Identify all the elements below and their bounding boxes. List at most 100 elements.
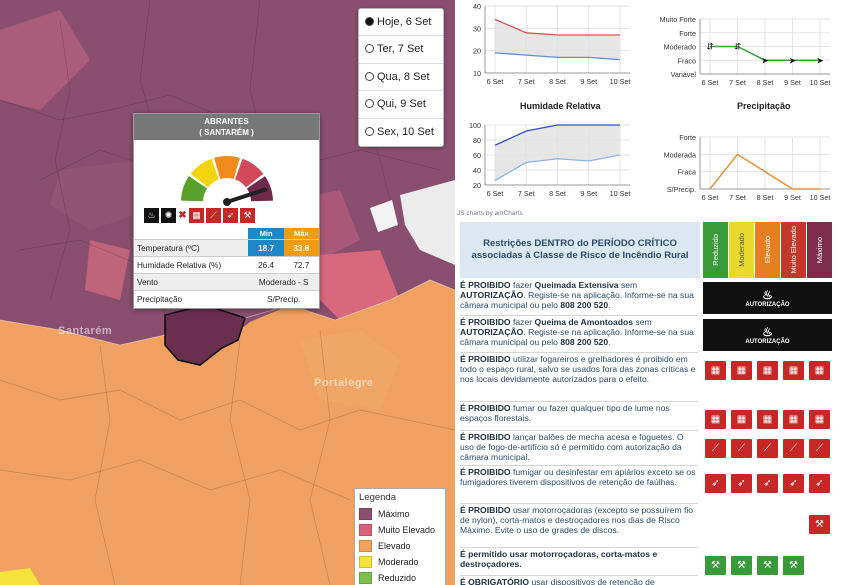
restriction-text-part: É PROIBIDO: [460, 354, 511, 364]
date-option-today[interactable]: Hoje, 6 Set: [359, 9, 443, 37]
y-tick-label: 30: [473, 24, 481, 33]
restriction-text-part: É PROIBIDO: [460, 280, 511, 290]
row-divider: [460, 401, 698, 402]
prohibited-icon: ▦: [809, 410, 830, 429]
temperature-range-area: [495, 19, 620, 60]
risk-level-label: Reduzido: [711, 234, 720, 266]
prohibited-icon: ➶: [809, 474, 830, 493]
date-selector[interactable]: Hoje, 6 Set Ter, 7 Set Qua, 8 Set Qui, 9…: [358, 8, 444, 147]
x-tick-label: 10 Set: [810, 193, 831, 202]
y-tick-label: 80: [473, 136, 481, 145]
risk-level-header: Máximo: [807, 222, 832, 278]
row-divider: [460, 315, 698, 316]
prohibited-icon: ▦: [731, 361, 752, 380]
map-legend: Legenda Máximo Muito Elevado Elevado Modera…: [354, 488, 446, 585]
humidity-range-area: [495, 125, 620, 181]
wind-value: Moderado - S: [248, 273, 319, 291]
humidity-max-line: [494, 124, 620, 146]
gauge-graphic: [181, 156, 273, 206]
y-tick-label: 40: [473, 2, 481, 11]
precip-label: Precipitação: [134, 290, 249, 308]
restriction-text-part: usar dispositivos de retenção de: [529, 577, 655, 585]
wind-arrow-icon: ⇵: [706, 42, 714, 52]
fire-icon: ♨: [762, 324, 773, 339]
prohibited-icon: ▦: [783, 361, 804, 380]
legend-swatch: [359, 572, 372, 584]
restriction-text-part: .: [608, 300, 611, 311]
temperature-min-line: [494, 52, 621, 61]
authorization-label: AUTORIZAÇÃO: [745, 338, 790, 345]
fire-icon: ♨: [144, 208, 159, 223]
cigarette-icon: ⟋: [206, 208, 221, 223]
radio-icon[interactable]: [365, 71, 374, 81]
date-option-tue[interactable]: Ter, 7 Set: [359, 36, 443, 64]
y-tick-label: 40: [473, 166, 481, 175]
prohibited-icon: ➶: [757, 474, 778, 493]
row-divider: [460, 547, 698, 548]
x-tick-label: 9 Set: [784, 78, 801, 87]
legend-label: Máximo: [378, 509, 410, 519]
restriction-text-part: . Registe-se na aplicação. Informe-se na…: [460, 290, 694, 311]
map-label-portalegre: Portalegre: [314, 377, 374, 389]
restriction-text-part: É PROIBIDO: [460, 432, 511, 442]
row-divider: [460, 575, 698, 576]
date-option-wed[interactable]: Qua, 8 Set: [359, 64, 443, 92]
risk-level-header: Moderado: [729, 222, 754, 278]
restriction-row: É PROIBIDO fumar ou fazer qualquer tipo …: [460, 403, 832, 431]
radio-icon[interactable]: [365, 99, 374, 109]
humidity-chart-title: Humidade Relativa: [520, 101, 601, 111]
risk-map[interactable]: Santarém Portalegre Hoje, 6 Set Ter, 7 S…: [0, 0, 455, 585]
risk-level-label: Muito Elevado: [789, 226, 798, 274]
fire-icon: ♨: [762, 287, 773, 302]
legend-item: Máximo: [359, 506, 441, 522]
restriction-text-part: lançar balões de mecha acesa e foguetes.…: [460, 432, 684, 463]
risk-level-label: Máximo: [815, 236, 824, 264]
legend-item: Moderado: [359, 554, 441, 570]
y-tick-label: 20: [473, 47, 481, 56]
x-tick-label: 10 Set: [810, 78, 831, 87]
radio-selected-icon[interactable]: [365, 17, 374, 26]
x-tick-label: 8 Set: [757, 193, 774, 202]
restriction-text-part: É PROIBIDO: [460, 505, 511, 515]
precip-chart-title: Precipitação: [737, 101, 791, 111]
legend-items: Máximo Muito Elevado Elevado Moderado Reduzi…: [359, 506, 441, 585]
tool-icon: ⚒: [240, 208, 255, 223]
col-max: Máx: [283, 228, 319, 240]
restriction-text-part: utilizar fogareiros e grelhadores é proi…: [460, 354, 696, 385]
risk-level-header: Muito Elevado: [781, 222, 806, 278]
restriction-text: É PROIBIDO fumar ou fazer qualquer tipo …: [460, 403, 698, 423]
x-tick-label: 10 Set: [610, 77, 631, 86]
y-tick-label: 60: [473, 151, 481, 160]
restriction-text-part: É permitido usar motorroçadoras, corta-m…: [460, 549, 658, 570]
gauge-segment: [181, 176, 208, 202]
date-option-thu[interactable]: Qui, 9 Set: [359, 91, 443, 119]
legend-swatch: [359, 524, 372, 536]
authorization-badge: ♨ AUTORIZAÇÃO: [703, 319, 832, 351]
x-tick-label: 7 Set: [518, 77, 535, 86]
restriction-text-part: AUTORIZAÇÃO: [460, 327, 524, 338]
restriction-text-part: É OBRIGATÓRIO: [460, 577, 530, 585]
humidity-label: Humidade Relativa (%): [134, 256, 249, 274]
restriction-text-part: fumigar ou desinfestar em apiários excet…: [460, 467, 696, 488]
row-divider: [460, 503, 698, 504]
legend-label: Muito Elevado: [378, 525, 436, 535]
amcharts-credit[interactable]: JS charts by amCharts: [457, 210, 523, 217]
radio-icon[interactable]: [365, 44, 374, 54]
allowed-icon: ⚒: [705, 556, 726, 575]
y-tick-label: 20: [473, 181, 481, 190]
y-tick-label: Muito Forte: [660, 15, 696, 24]
grill-icon: ▦: [189, 208, 204, 223]
restriction-text: É PROIBIDO fazer Queima de Amontoados se…: [460, 317, 698, 348]
x-tick-label: 7 Set: [729, 193, 746, 202]
prohibited-icon: ⟋: [809, 439, 830, 458]
gauge-needle: [225, 187, 268, 204]
date-option-fri[interactable]: Sex, 10 Set: [359, 119, 443, 146]
risk-level-label: Moderado: [737, 233, 746, 267]
x-tick-label: 9 Set: [580, 189, 597, 198]
radio-icon[interactable]: [365, 126, 374, 136]
wind-arrow-icon: ➤: [816, 55, 824, 65]
charts-svg: 40 30 20 10 6 Set 7 Set 8 Set 9 Set 10 Set Muito …: [469, 2, 831, 202]
popup-header: ABRANTES ( SANTARÉM ): [134, 114, 319, 140]
wind-line: [710, 45, 820, 61]
restriction-text-part: fazer: [510, 317, 535, 327]
